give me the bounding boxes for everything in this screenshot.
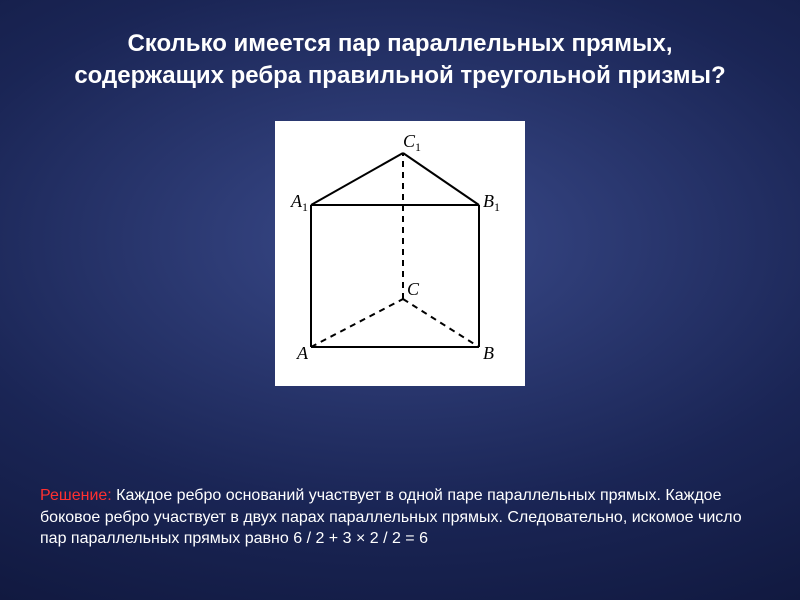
- edge-A1-C1: [311, 153, 403, 205]
- edge-C-B: [403, 299, 479, 347]
- vertex-label-A1: A1: [290, 191, 308, 214]
- solution-text: Каждое ребро оснований участвует в одной…: [40, 487, 742, 547]
- solution-block: Решение: Каждое ребро оснований участвуе…: [40, 485, 760, 550]
- vertex-label-C: C: [407, 279, 420, 299]
- prism-figure-panel: A B C A1 B1 C1: [275, 121, 525, 386]
- edge-C1-B1: [403, 153, 479, 205]
- vertex-label-B: B: [483, 343, 494, 363]
- edge-A-C: [311, 299, 403, 347]
- prism-diagram: A B C A1 B1 C1: [285, 127, 515, 377]
- vertex-label-A: A: [296, 343, 309, 363]
- figure-container: A B C A1 B1 C1: [0, 121, 800, 386]
- vertex-label-B1: B1: [483, 191, 500, 214]
- vertex-label-C1: C1: [403, 131, 421, 154]
- solution-label: Решение:: [40, 487, 112, 504]
- slide-title: Сколько имеется пар параллельных прямых,…: [0, 0, 800, 103]
